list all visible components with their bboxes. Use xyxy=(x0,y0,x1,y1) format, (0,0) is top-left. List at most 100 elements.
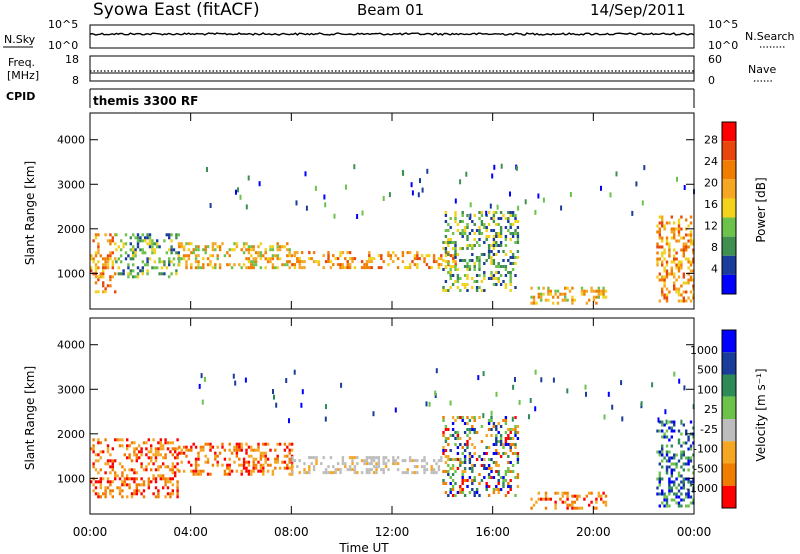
heatmap-cell xyxy=(456,223,460,226)
heatmap-cell xyxy=(432,254,436,258)
heatmap-cell xyxy=(456,274,460,277)
heatmap-cell xyxy=(128,477,131,481)
heatmap-cell xyxy=(504,494,508,497)
heatmap-cell xyxy=(663,266,666,270)
heatmap-cell xyxy=(682,423,685,427)
heatmap-cell xyxy=(221,442,224,446)
heatmap-cell xyxy=(461,259,464,262)
heatmap-cell xyxy=(170,248,173,252)
heatmap-cell xyxy=(677,227,681,231)
heatmap-cell xyxy=(663,423,666,427)
heatmap-cell xyxy=(492,488,496,491)
heatmap-cell xyxy=(111,462,114,466)
heatmap-cell xyxy=(687,459,690,463)
heatmap-cell xyxy=(126,477,129,481)
heatmap-cell xyxy=(111,266,114,270)
heatmap-cell xyxy=(178,245,181,249)
heatmap-cell xyxy=(368,260,371,264)
colorbar-swatch xyxy=(722,441,736,464)
heatmap-cell xyxy=(365,468,369,472)
heatmap-cell xyxy=(230,451,234,455)
heatmap-cell xyxy=(595,295,598,299)
heatmap-cell xyxy=(692,498,695,502)
heatmap-cell xyxy=(339,266,342,270)
heatmap-cell xyxy=(687,447,690,451)
heatmap-cell xyxy=(351,257,354,261)
heatmap-cell xyxy=(106,477,110,481)
heatmap-cell xyxy=(235,245,239,249)
heatmap-cell xyxy=(685,456,688,460)
heatmap-cell xyxy=(495,265,498,268)
heatmap-cell xyxy=(198,383,201,389)
x-tick-label: 20:00 xyxy=(576,525,611,539)
heatmap-cell xyxy=(158,272,161,276)
heatmap-cell xyxy=(346,251,349,255)
heatmap-cell xyxy=(473,232,476,235)
heatmap-cell xyxy=(172,257,176,261)
xlabel: Time UT xyxy=(338,541,389,554)
heatmap-cell xyxy=(656,224,659,228)
heatmap-cell xyxy=(228,472,231,476)
heatmap-cell xyxy=(97,275,100,279)
heatmap-cell xyxy=(663,251,666,255)
heatmap-cell xyxy=(685,281,688,285)
heatmap-cell xyxy=(658,215,661,219)
heatmap-cell xyxy=(689,269,693,273)
heatmap-cell xyxy=(115,260,118,264)
heatmap-cell xyxy=(242,457,246,461)
heatmap-cell xyxy=(92,438,95,442)
heatmap-cell xyxy=(670,266,673,270)
heatmap-cell xyxy=(413,465,417,469)
colorbar-tick-label: -25 xyxy=(700,423,718,436)
heatmap-cell xyxy=(336,257,340,261)
heatmap-cell xyxy=(250,254,253,258)
heatmap-cell xyxy=(334,257,337,261)
heatmap-cell xyxy=(194,260,198,264)
heatmap-cell xyxy=(689,483,693,487)
heatmap-cell xyxy=(689,299,693,303)
heatmap-cell xyxy=(356,456,359,460)
heatmap-cell xyxy=(670,489,673,493)
heatmap-cell xyxy=(150,456,153,460)
heatmap-cell xyxy=(169,468,172,472)
heatmap-cell xyxy=(491,173,494,179)
heatmap-cell xyxy=(97,495,100,499)
heatmap-cell xyxy=(116,474,119,478)
heatmap-cell xyxy=(389,254,393,258)
heatmap-cell xyxy=(511,214,515,217)
heatmap-cell xyxy=(124,257,128,261)
heatmap-cell xyxy=(228,463,231,467)
heatmap-cell xyxy=(266,260,270,264)
heatmap-cell xyxy=(180,460,183,464)
heatmap-cell xyxy=(288,251,291,255)
heatmap-cell xyxy=(537,193,540,199)
heatmap-cell xyxy=(401,169,404,175)
heatmap-cell xyxy=(478,265,481,268)
colorbar-swatch xyxy=(722,122,736,142)
heatmap-cell xyxy=(250,260,253,264)
heatmap-cell xyxy=(677,263,681,267)
heatmap-cell xyxy=(595,497,598,501)
heatmap-cell xyxy=(136,272,140,276)
heatmap-cell xyxy=(677,218,681,222)
heatmap-cell xyxy=(293,251,297,255)
heatmap-cell xyxy=(668,426,671,430)
heatmap-cell xyxy=(454,217,457,220)
heatmap-cell xyxy=(140,447,143,451)
heatmap-cell xyxy=(454,494,457,497)
heatmap-cell xyxy=(497,232,500,235)
heatmap-cell xyxy=(216,245,219,249)
heatmap-cell xyxy=(511,437,515,440)
heatmap-cell xyxy=(665,236,669,240)
heatmap-cell xyxy=(668,420,671,424)
heatmap-cell xyxy=(511,443,515,446)
heatmap-cell xyxy=(168,233,171,237)
heatmap-cell xyxy=(692,239,695,243)
heatmap-cell xyxy=(94,266,98,270)
heatmap-cell xyxy=(126,438,129,442)
heatmap-cell xyxy=(497,280,500,283)
heatmap-cell xyxy=(192,251,195,255)
heatmap-cell xyxy=(689,444,693,448)
heatmap-cell xyxy=(670,236,673,240)
heatmap-cell xyxy=(192,442,195,446)
